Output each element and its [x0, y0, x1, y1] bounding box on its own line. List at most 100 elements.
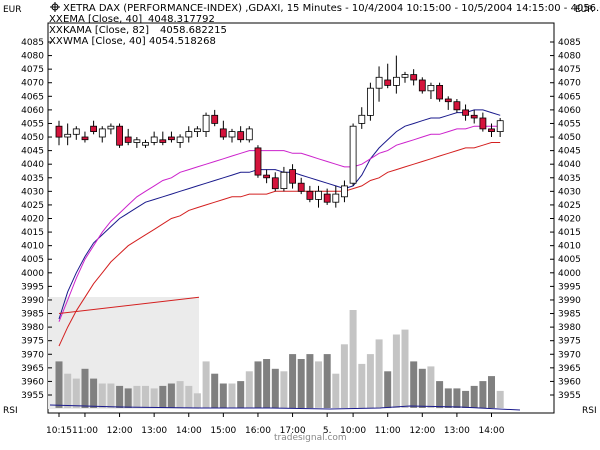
volume-bar	[211, 373, 219, 408]
rsi-label-right: RSI	[582, 406, 597, 416]
candle-body	[245, 128, 253, 141]
candle	[340, 180, 348, 203]
y-tick-label-left: 4085	[21, 38, 44, 48]
legend-ema: XX EMA [Close, 40] 4048.317792	[49, 14, 215, 25]
y-tick-label-right: 4080	[558, 52, 581, 62]
volume-bar	[384, 371, 392, 409]
regression-line	[58, 296, 200, 315]
candle-body	[453, 101, 461, 111]
y-tick-label-left: 4065	[21, 92, 44, 102]
x-tick-label: 12:00	[409, 426, 435, 436]
y-tick-label-left: 3965	[21, 364, 44, 374]
y-tick-label-right: 3965	[558, 364, 581, 374]
candle-body	[375, 76, 383, 89]
x-tick-label: 5.	[323, 426, 332, 436]
volume-bar	[237, 381, 245, 409]
y-tick-label-right: 3980	[558, 323, 581, 333]
y-tick-label-right: 4070	[558, 79, 581, 89]
volume-bar	[479, 381, 487, 409]
y-tick-label-right: 4065	[558, 92, 581, 102]
candle	[384, 63, 392, 89]
y-tick-label-left: 4020	[21, 215, 44, 225]
candle	[107, 123, 115, 135]
y-tick-label-left: 4080	[21, 52, 44, 62]
candle	[289, 164, 297, 189]
y-tick-label-right: 4075	[558, 65, 581, 75]
candle	[418, 77, 426, 94]
candle-body	[436, 85, 444, 100]
legend-wma-prefix: XX	[49, 36, 63, 47]
volume-bar	[436, 381, 444, 409]
candle	[185, 126, 193, 143]
volume-bar	[193, 393, 201, 408]
volume-bar	[167, 383, 175, 408]
x-tick-label: 15:00	[210, 426, 236, 436]
candle-body	[470, 114, 478, 119]
y-tick-label-left: 3970	[21, 350, 44, 360]
volume-bar	[245, 371, 253, 409]
volume-bar	[254, 361, 262, 408]
candle-body	[64, 133, 72, 138]
candle	[237, 126, 245, 143]
volume-bar	[133, 385, 141, 408]
candle	[211, 109, 219, 127]
candle-body	[193, 128, 201, 132]
volume-bar	[159, 385, 167, 408]
candle-body	[124, 136, 132, 143]
candle	[349, 123, 357, 186]
volume-bar	[124, 388, 132, 408]
volume-bar	[64, 373, 72, 408]
candle	[462, 104, 470, 121]
legend-wma-value: 4054.518268	[149, 36, 216, 47]
candle-body	[418, 79, 426, 92]
series-line-wma	[58, 125, 501, 322]
volume-bar	[81, 368, 89, 408]
volume-bar	[297, 359, 305, 408]
legend-kama-prefix: XX	[49, 25, 63, 36]
volume-bar	[202, 361, 210, 408]
candle-body	[289, 169, 297, 184]
legend-ema-value: 4048.317792	[148, 14, 215, 25]
candle-body	[401, 74, 409, 78]
rsi-line	[49, 404, 521, 411]
volume-bar	[349, 310, 357, 408]
y-tick-label-left: 4030	[21, 187, 44, 197]
candle-body	[479, 117, 487, 130]
series-line-ema	[58, 142, 501, 347]
y-tick-label-right: 3975	[558, 337, 581, 347]
x-tick-label: 10:00	[340, 426, 366, 436]
candle-body	[90, 125, 97, 132]
x-tick-label: 13:00	[444, 426, 470, 436]
y-tick-label-right: 4060	[558, 106, 581, 116]
x-tick-label: 17:00	[280, 426, 306, 436]
candle-body	[271, 177, 279, 190]
volume-bar	[271, 368, 279, 408]
candle-body	[116, 125, 123, 146]
volume-bar	[358, 363, 366, 408]
volume-bar	[98, 383, 106, 408]
candle-body	[176, 136, 184, 143]
candle-body	[211, 114, 219, 124]
currency-left: EUR	[3, 5, 22, 15]
candle	[263, 169, 271, 184]
y-tick-label-left: 3960	[21, 377, 44, 387]
crosshair-icon	[50, 2, 60, 12]
volume-bar	[116, 385, 124, 408]
legend: XETRA DAX (PERFORMANCE-INDEX) ,GDAXI, 15…	[49, 2, 600, 47]
candle-body	[427, 85, 435, 92]
y-tick-label-right: 4030	[558, 187, 581, 197]
candle	[392, 55, 400, 94]
candle-body	[55, 125, 63, 138]
candle	[375, 66, 383, 102]
y-tick-label-left: 4050	[21, 133, 44, 143]
y-tick-label-left: 4075	[21, 65, 44, 75]
candle	[176, 134, 184, 148]
y-tick-label-right: 3955	[558, 391, 581, 401]
volume-bar	[289, 354, 297, 408]
candle-body	[237, 131, 245, 141]
y-tick-label-left: 3980	[21, 323, 44, 333]
candle	[271, 172, 279, 192]
candle	[470, 109, 478, 124]
candle-body	[306, 190, 314, 200]
y-tick-label-left: 4005	[21, 255, 44, 265]
